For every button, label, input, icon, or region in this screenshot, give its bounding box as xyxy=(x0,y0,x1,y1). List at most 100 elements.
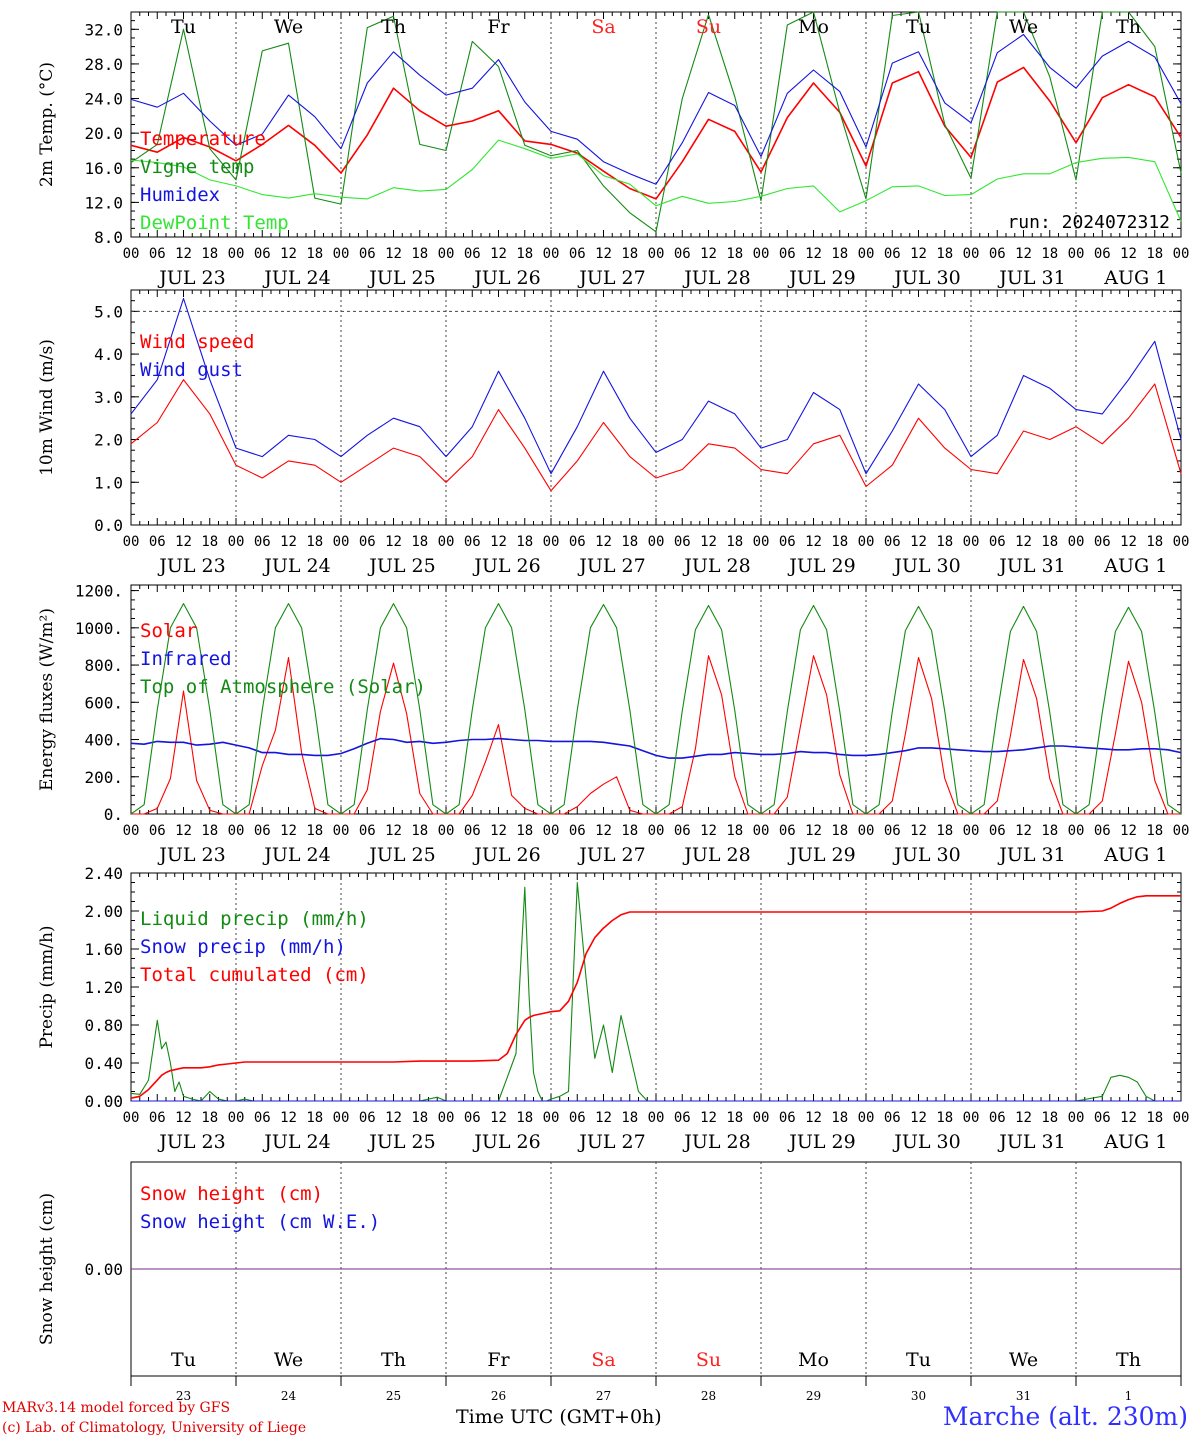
x-hour-label: 06 xyxy=(989,534,1006,550)
y-tick-label: 0.0 xyxy=(94,516,123,535)
x-hour-label: 00 xyxy=(858,1110,875,1126)
x-hour-label: 12 xyxy=(595,534,612,550)
x-hour-label: 12 xyxy=(490,1110,507,1126)
legend-entry: Solar xyxy=(140,620,197,642)
x-date-label: JUL 25 xyxy=(367,844,435,866)
x-date-label: JUL 26 xyxy=(472,555,540,577)
x-date-label: JUL 24 xyxy=(262,267,330,289)
x-hour-label: 06 xyxy=(254,823,271,839)
x-hour-label: 06 xyxy=(359,1110,376,1126)
x-hour-label: 00 xyxy=(753,534,770,550)
day-number-label: 31 xyxy=(1016,1389,1031,1403)
day-of-week-label: Fr xyxy=(487,16,510,38)
x-hour-label: 18 xyxy=(831,534,848,550)
x-hour-label: 12 xyxy=(805,823,822,839)
x-hour-label: 12 xyxy=(490,246,507,262)
x-hour-label: 12 xyxy=(175,534,192,550)
x-hour-label: 18 xyxy=(201,823,218,839)
x-hour-label: 12 xyxy=(280,1110,297,1126)
x-hour-label: 06 xyxy=(359,246,376,262)
x-hour-label: 18 xyxy=(1041,534,1058,550)
x-hour-label: 18 xyxy=(726,823,743,839)
series-line xyxy=(130,11,1182,233)
y-tick-label: 5.0 xyxy=(94,302,123,321)
y-tick-label: 0.80 xyxy=(84,1016,123,1035)
x-hour-label: 00 xyxy=(1068,534,1085,550)
x-hour-label: 00 xyxy=(333,823,350,839)
x-hour-label: 12 xyxy=(490,534,507,550)
day-of-week-label: Tu xyxy=(906,1349,931,1371)
day-number-label: 24 xyxy=(281,1389,297,1403)
x-hour-label: 12 xyxy=(595,246,612,262)
x-hour-label: 12 xyxy=(910,534,927,550)
x-date-label: JUL 25 xyxy=(367,267,435,289)
x-date-label: JUL 24 xyxy=(262,555,330,577)
x-hour-label: 12 xyxy=(910,1110,927,1126)
legend-entry: Wind speed xyxy=(140,331,254,353)
series-line xyxy=(130,603,1182,815)
x-hour-label: 00 xyxy=(543,246,560,262)
x-date-label: AUG 1 xyxy=(1103,844,1167,866)
x-date-label: JUL 30 xyxy=(892,1131,960,1153)
y-tick-label: 400. xyxy=(84,731,123,750)
y-tick-label: 1.20 xyxy=(84,978,123,997)
x-hour-label: 00 xyxy=(438,246,455,262)
y-tick-label: 1.0 xyxy=(94,473,123,492)
x-date-label: JUL 24 xyxy=(262,844,330,866)
day-of-week-label: We xyxy=(1009,1349,1038,1371)
x-hour-label: 00 xyxy=(648,534,665,550)
x-hour-label: 00 xyxy=(333,246,350,262)
legend-entry: Top of Atmosphere (Solar) xyxy=(140,676,426,698)
x-hour-label: 06 xyxy=(989,823,1006,839)
x-date-label: JUL 28 xyxy=(682,267,750,289)
x-hour-label: 06 xyxy=(569,534,586,550)
station-name: Marche (alt. 230m) xyxy=(942,1402,1188,1431)
x-hour-label: 18 xyxy=(621,534,638,550)
x-hour-label: 18 xyxy=(621,1110,638,1126)
x-hour-label: 00 xyxy=(228,246,245,262)
legend-entry: Snow precip (mm/h) xyxy=(140,936,346,958)
x-hour-label: 00 xyxy=(963,1110,980,1126)
series-line xyxy=(130,894,1181,1099)
day-of-week-label: We xyxy=(1009,16,1038,38)
x-hour-label: 00 xyxy=(123,246,140,262)
y-tick-label: 3.0 xyxy=(94,388,123,407)
legend-entry: Vigne temp xyxy=(140,156,254,178)
x-hour-label: 00 xyxy=(123,1110,140,1126)
y-tick-label: 0.00 xyxy=(84,1092,123,1111)
x-hour-label: 12 xyxy=(385,246,402,262)
x-hour-label: 12 xyxy=(385,823,402,839)
x-hour-label: 00 xyxy=(1068,1110,1085,1126)
x-hour-label: 06 xyxy=(884,246,901,262)
x-hour-label: 18 xyxy=(1041,823,1058,839)
x-hour-label: 12 xyxy=(385,534,402,550)
x-date-label: JUL 23 xyxy=(157,1131,225,1153)
series-line xyxy=(130,66,1182,200)
x-date-label: JUL 29 xyxy=(787,267,855,289)
y-tick-label: 20.0 xyxy=(84,124,123,143)
day-of-week-label: Su xyxy=(696,1349,721,1371)
x-hour-label: 06 xyxy=(569,1110,586,1126)
x-hour-label: 06 xyxy=(149,1110,166,1126)
x-date-label: JUL 27 xyxy=(577,1131,645,1153)
x-hour-label: 18 xyxy=(1146,1110,1163,1126)
y-tick-label: 24.0 xyxy=(84,90,123,109)
x-hour-label: 18 xyxy=(411,246,428,262)
y-tick-label: 1200. xyxy=(75,582,123,601)
x-hour-label: 18 xyxy=(201,1110,218,1126)
x-hour-label: 06 xyxy=(884,1110,901,1126)
x-hour-label: 12 xyxy=(700,534,717,550)
x-hour-label: 18 xyxy=(1146,534,1163,550)
model-credit: MARv3.14 model forced by GFS xyxy=(2,1400,231,1416)
y-tick-label: 600. xyxy=(84,693,123,712)
x-hour-label: 12 xyxy=(1120,246,1137,262)
day-number-label: 26 xyxy=(491,1389,506,1403)
day-of-week-label: Th xyxy=(381,1349,406,1371)
x-hour-label: 00 xyxy=(648,823,665,839)
x-hour-label: 06 xyxy=(149,534,166,550)
legend-entry: Temperature xyxy=(140,128,266,150)
x-hour-label: 12 xyxy=(910,823,927,839)
x-date-label: JUL 30 xyxy=(892,267,960,289)
x-hour-label: 06 xyxy=(464,823,481,839)
